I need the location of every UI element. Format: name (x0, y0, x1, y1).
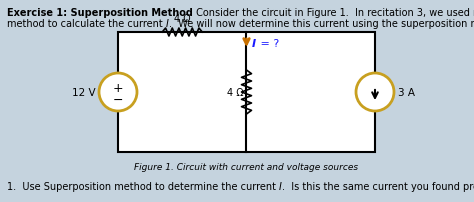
Circle shape (99, 74, 137, 112)
Circle shape (356, 74, 394, 112)
Text: −: − (113, 93, 123, 106)
Text: 1.  Use Superposition method to determine the current: 1. Use Superposition method to determine… (7, 181, 279, 191)
Text: Figure 1. Circuit with current and voltage sources: Figure 1. Circuit with current and volta… (135, 162, 358, 171)
Text: .  We will now determine this current using the superposition method.: . We will now determine this current usi… (169, 19, 474, 29)
Text: Exercise 1: Superposition Method: Exercise 1: Superposition Method (7, 8, 193, 18)
Text: 3 A: 3 A (398, 87, 415, 98)
Text: .  Is this the same current you found previously?: . Is this the same current you found pre… (282, 181, 474, 191)
Text: I: I (252, 39, 255, 49)
Text: I: I (279, 181, 282, 191)
Bar (118, 33, 375, 152)
Text: 12 V: 12 V (73, 87, 96, 98)
Text: method to calculate the current: method to calculate the current (7, 19, 166, 29)
Text: Consider the circuit in Figure 1.  In recitation 3, we used mesh-current: Consider the circuit in Figure 1. In rec… (193, 8, 474, 18)
Text: = ?: = ? (257, 39, 280, 49)
Text: I: I (166, 19, 169, 29)
Text: 4 Ω: 4 Ω (174, 14, 191, 24)
Text: 4 Ω: 4 Ω (227, 87, 244, 98)
Text: +: + (113, 82, 123, 95)
